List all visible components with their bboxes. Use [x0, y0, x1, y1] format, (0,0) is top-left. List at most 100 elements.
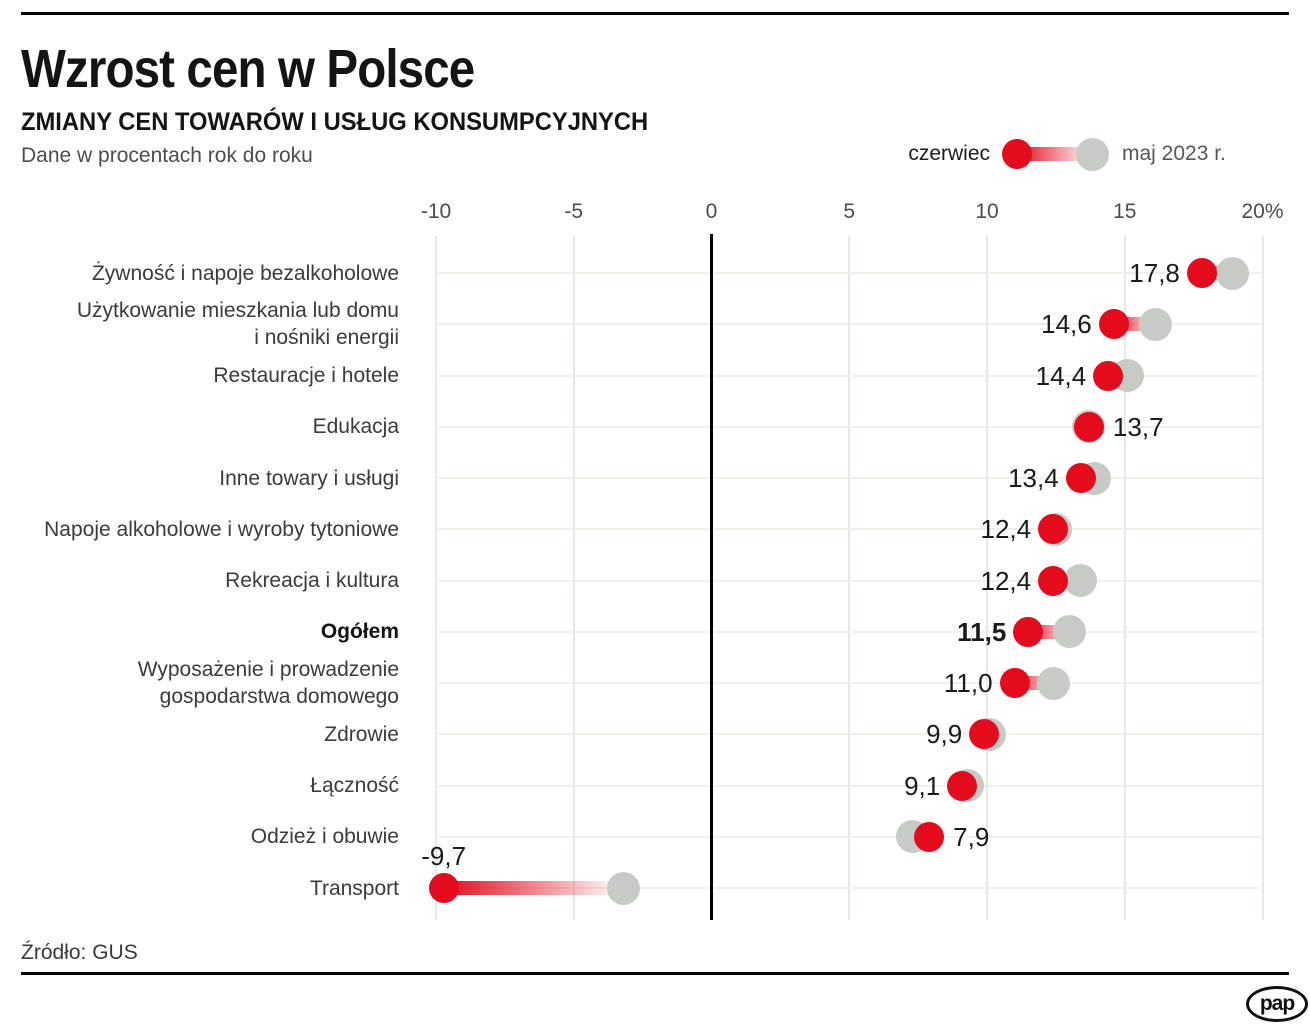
june-dot [999, 668, 1030, 698]
row-line [436, 477, 1263, 479]
page-title: Wzrost cen w Polsce [21, 39, 475, 99]
value-label: 11,0 [943, 668, 993, 698]
value-label: 9,1 [904, 770, 941, 801]
value-label: 17,8 [1129, 258, 1180, 288]
may-dot [1053, 615, 1087, 649]
axis-tick-label: 0 [705, 200, 718, 223]
gridline-20 [1261, 236, 1264, 920]
row-line [436, 887, 1263, 889]
axis-tick-label: 20% [1241, 200, 1284, 223]
value-label: -9,7 [421, 841, 467, 871]
category-label: Użytkowanie mieszkania lub domu i nośniki… [77, 297, 399, 351]
june-dot [1065, 463, 1096, 493]
category-label: Zdrowie [324, 721, 399, 748]
june-dot [1186, 258, 1217, 288]
axis-tick-label: -10 [420, 200, 452, 223]
row-line [436, 579, 1263, 582]
june-dot [429, 873, 460, 903]
gridline-10 [986, 236, 988, 920]
category-label-line: Wyposażenie i prowadzenie [137, 658, 399, 681]
june-dot [1038, 565, 1069, 596]
june-dot [914, 821, 945, 852]
category-label: Restauracje i hotele [213, 362, 399, 389]
row-line [436, 528, 1263, 531]
category-label-line: Transport [309, 876, 399, 900]
legend-trail [1017, 147, 1092, 161]
category-label-line: Użytkowanie mieszkania lub domu [76, 299, 399, 323]
value-label: 11,5 [957, 616, 1007, 647]
june-dot [1013, 616, 1044, 647]
row-line [436, 272, 1263, 274]
value-label: 14,6 [1041, 309, 1092, 340]
category-label-line: Żywność i napoje bezalkoholowe [91, 261, 399, 285]
category-label-line: Łączność [310, 774, 399, 797]
june-dot [1038, 514, 1069, 545]
category-label: Żywność i napoje bezalkoholowe [92, 260, 399, 287]
chart-note: Dane w procentach rok do roku [21, 144, 313, 167]
category-label: Rekreacja i kultura [225, 567, 399, 594]
category-label-line: Restauracje i hotele [213, 364, 399, 387]
value-label: 14,4 [1035, 360, 1087, 391]
legend-may-label: maj 2023 r. [1122, 142, 1226, 165]
source-label: Źródło: GUS [21, 941, 138, 964]
may-dot [606, 871, 640, 905]
category-label-line: Edukacja [312, 415, 399, 439]
category-label-line: Odzież i obuwie [250, 825, 399, 849]
value-label: 12,4 [980, 565, 1032, 596]
row-line [436, 784, 1263, 787]
value-label: 7,9 [953, 821, 990, 852]
may-dot [1215, 256, 1249, 290]
category-label-line: Ogółem [320, 620, 399, 644]
row-line [436, 323, 1263, 326]
category-label: Wyposażenie i prowadzenie gospodarstwa do… [138, 656, 399, 710]
june-dot [1098, 309, 1129, 340]
row-line [436, 425, 1263, 428]
category-label-line: Napoje alkoholowe i wyroby tytoniowe [44, 517, 399, 541]
may-dot [1138, 307, 1172, 341]
category-label: Inne towary i usługi [219, 465, 399, 492]
value-label: 12,4 [980, 514, 1032, 545]
value-label: 13,7 [1112, 411, 1164, 442]
change-trail [444, 881, 624, 895]
row-line [436, 733, 1263, 736]
category-label: Napoje alkoholowe i wyroby tytoniowe [44, 516, 399, 543]
category-label-line: Zdrowie [324, 722, 399, 746]
row-line [436, 682, 1263, 684]
gridline-15 [1123, 236, 1126, 920]
axis-tick-label: -5 [564, 200, 584, 223]
top-rule [21, 12, 1289, 15]
category-label: Transport [310, 875, 399, 902]
category-label-line: Inne towary i usługi [219, 466, 399, 490]
row-line [436, 630, 1263, 633]
category-label-line: i nośniki energii [254, 326, 399, 350]
bottom-rule [21, 972, 1289, 975]
june-dot [1093, 360, 1124, 391]
legend-june-label: czerwiec [908, 142, 990, 165]
value-label: 13,4 [1008, 463, 1059, 493]
category-label: Ogółem [321, 618, 399, 645]
june-dot [947, 770, 978, 801]
legend-may-dot [1075, 137, 1109, 171]
category-label-line: Rekreacja i kultura [225, 569, 399, 592]
chart-subtitle: ZMIANY CEN TOWARÓW I USŁUG KONSUMPCYJNYC… [21, 108, 649, 136]
axis-tick-label: 5 [843, 200, 856, 223]
gridline--5 [572, 236, 575, 920]
may-dot [1064, 564, 1098, 597]
row-line [436, 835, 1263, 838]
row-line [436, 374, 1263, 377]
gridline--10 [435, 236, 437, 920]
legend-june-dot [1002, 139, 1032, 169]
zero-axis-line [710, 234, 713, 920]
may-dot [1036, 666, 1070, 700]
category-label-line: gospodarstwa domowego [159, 685, 399, 708]
june-dot [969, 719, 1000, 750]
june-dot [1073, 411, 1104, 442]
category-label: Edukacja [313, 413, 399, 440]
axis-tick-label: 10 [975, 200, 999, 223]
pap-logo: pap [1246, 986, 1308, 1022]
category-label: Odzież i obuwie [251, 823, 399, 850]
value-label: 9,9 [926, 719, 963, 750]
gridline-5 [848, 236, 851, 920]
category-label: Łączność [310, 772, 399, 799]
